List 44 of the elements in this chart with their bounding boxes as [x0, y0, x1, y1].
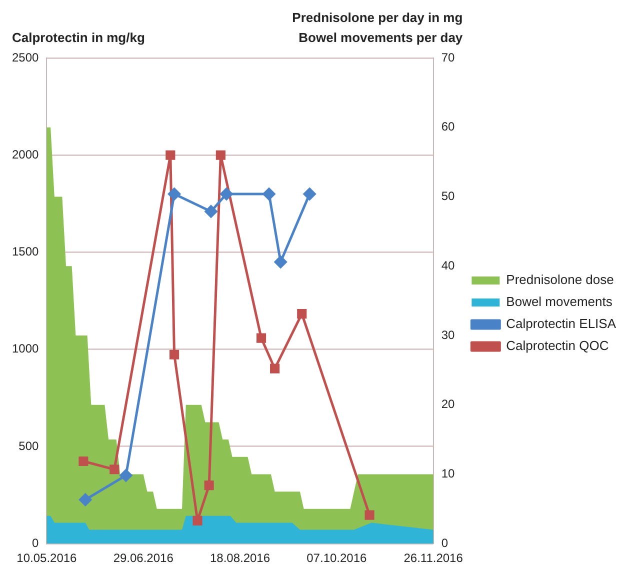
point [274, 256, 287, 268]
y-tick-label: 0 [32, 536, 40, 550]
point [120, 469, 132, 482]
x-tick-label: 26.11.2016 [404, 551, 464, 566]
point [220, 188, 233, 200]
y-tick-label: 500 [18, 438, 40, 453]
point [262, 188, 276, 200]
x-tick-label: 07.10.2016 [306, 551, 368, 566]
y-tick-label: 1500 [12, 244, 40, 259]
y2-tick-label: 10 [441, 466, 455, 481]
y2-tick-label: 30 [441, 328, 455, 342]
legend-label: Calprotectin QOC [506, 338, 609, 354]
y-tick-label: 2500 [12, 50, 40, 64]
point [78, 456, 88, 466]
point [192, 516, 202, 526]
point [364, 510, 374, 520]
x-tick-label: 18.08.2016 [210, 551, 270, 566]
point [166, 150, 176, 160]
y-tick-label: 2000 [12, 147, 40, 162]
point [270, 364, 280, 374]
point [169, 350, 180, 360]
point [297, 309, 307, 319]
x-tick-label: 29.06.2016 [113, 551, 174, 566]
y2-tick-label: 20 [441, 397, 455, 412]
point [216, 150, 226, 160]
point [256, 333, 266, 343]
legend-label: Calprotectin ELISA [506, 316, 616, 332]
point [79, 493, 92, 506]
point [204, 480, 214, 490]
y2-tick-label: 60 [441, 120, 455, 134]
y-tick-label: 1000 [12, 342, 40, 356]
y2-tick-label: 0 [441, 536, 448, 550]
y2-tick-label: 40 [441, 258, 455, 272]
point [168, 188, 181, 200]
y2-tick-label: 50 [441, 189, 455, 204]
point [204, 205, 218, 218]
y-axis-title: Calprotectin in mg/kg [12, 30, 145, 45]
point [110, 464, 120, 474]
y2-tick-label: 70 [441, 50, 455, 64]
legend-label: Prednisolone dose [506, 272, 614, 288]
x-tick-label: 10.05.2016 [16, 551, 78, 566]
y2-axis-title: Prednisolone per day in mg Bowel movements per day [292, 10, 464, 45]
legend-label: Bowel movements [506, 294, 613, 310]
point [303, 188, 316, 200]
